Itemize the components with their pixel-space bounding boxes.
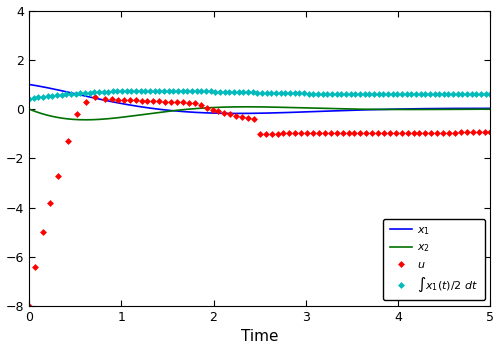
- $\int x_1(t)/2\ dt$: [114, 89, 120, 93]
- $x_2$: [247, 105, 253, 109]
- $\int x_1(t)/2\ dt$: [133, 89, 139, 93]
- $x_2$: [244, 105, 250, 109]
- $x_1$: [405, 107, 411, 111]
- $x_2$: [478, 107, 484, 111]
- $\int x_1(t)/2\ dt$: [306, 91, 312, 96]
- $x_1$: [235, 111, 241, 116]
- $u$: [488, 130, 494, 134]
- $u$: [92, 94, 98, 99]
- $x_1$: [478, 106, 484, 111]
- $\int x_1(t)/2\ dt$: [152, 89, 158, 93]
- $u$: [398, 131, 404, 135]
- $u$: [416, 131, 422, 135]
- $x_2$: [278, 105, 283, 110]
- $\int x_1(t)/2\ dt$: [469, 92, 475, 96]
- $x_1$: [26, 82, 32, 86]
- $\int x_1(t)/2\ dt$: [488, 92, 494, 96]
- $x_2$: [302, 106, 308, 110]
- $u$: [446, 131, 452, 135]
- $x_2$: [250, 105, 256, 109]
- $u$: [404, 131, 410, 135]
- $\int x_1(t)/2\ dt$: [26, 97, 32, 101]
- $x_2$: [82, 118, 88, 122]
- $x_2$: [406, 107, 412, 112]
- $u$: [26, 304, 32, 308]
- $x_1$: [246, 111, 252, 116]
- Line: $x_2$: $x_2$: [29, 107, 490, 120]
- $x_1$: [302, 110, 308, 114]
- X-axis label: Time: Time: [241, 329, 279, 344]
- $\int x_1(t)/2\ dt$: [268, 91, 274, 95]
- $\int x_1(t)/2\ dt$: [455, 92, 461, 96]
- $u$: [74, 112, 80, 116]
- Line: $x_1$: $x_1$: [29, 84, 490, 113]
- $x_2$: [488, 107, 494, 111]
- $x_1$: [249, 111, 255, 116]
- $x_1$: [488, 106, 494, 111]
- Line: $u$: $u$: [26, 94, 493, 308]
- Line: $\int x_1(t)/2\ dt$: $\int x_1(t)/2\ dt$: [26, 88, 493, 101]
- Legend: $x_1$, $x_2$, $u$, $\int x_1(t)/2\ dt$: $x_1$, $x_2$, $u$, $\int x_1(t)/2\ dt$: [383, 219, 485, 300]
- $x_2$: [26, 107, 32, 111]
- $u$: [387, 131, 393, 135]
- $x_1$: [276, 111, 282, 115]
